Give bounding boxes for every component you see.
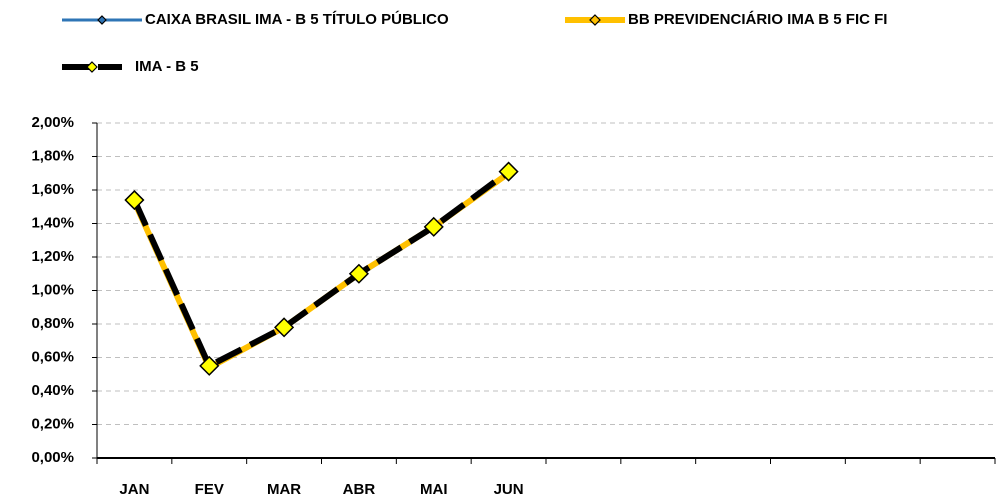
y-tick-label: 0,00% [31,449,74,466]
data-point [274,317,295,338]
y-tick-label: 1,80% [31,147,74,164]
data-point [423,216,444,237]
y-tick-label: 0,80% [31,315,74,332]
y-tick-label: 0,20% [31,415,74,432]
x-tick-label: JAN [119,481,149,498]
y-tick-label: 1,00% [31,281,74,298]
x-tick-label: ABR [343,481,376,498]
data-point [498,161,519,182]
y-tick-label: 1,40% [31,214,74,231]
y-tick-label: 1,60% [31,181,74,198]
x-tick-label: MAI [420,481,448,498]
y-tick-label: 1,20% [31,248,74,265]
legend-label: CAIXA BRASIL IMA - B 5 TÍTULO PÚBLICO [145,10,449,28]
legend-marker [86,61,98,73]
legend-marker [589,14,601,26]
data-point [199,355,220,376]
series-line [131,169,511,369]
y-tick-label: 0,40% [31,382,74,399]
legend-marker [97,15,107,25]
data-point [124,189,145,211]
y-tick-label: 0,60% [31,348,74,365]
x-tick-label: FEV [195,481,224,498]
x-tick-label: JUN [494,481,524,498]
legend-label: BB PREVIDENCIÁRIO IMA B 5 FIC FI [628,11,887,28]
series-line [131,170,511,371]
y-tick-label: 2,00% [31,114,74,131]
legend-label: IMA - B 5 [135,58,199,75]
data-point [348,263,369,284]
series-line [133,172,510,368]
x-tick-label: MAR [267,481,301,498]
